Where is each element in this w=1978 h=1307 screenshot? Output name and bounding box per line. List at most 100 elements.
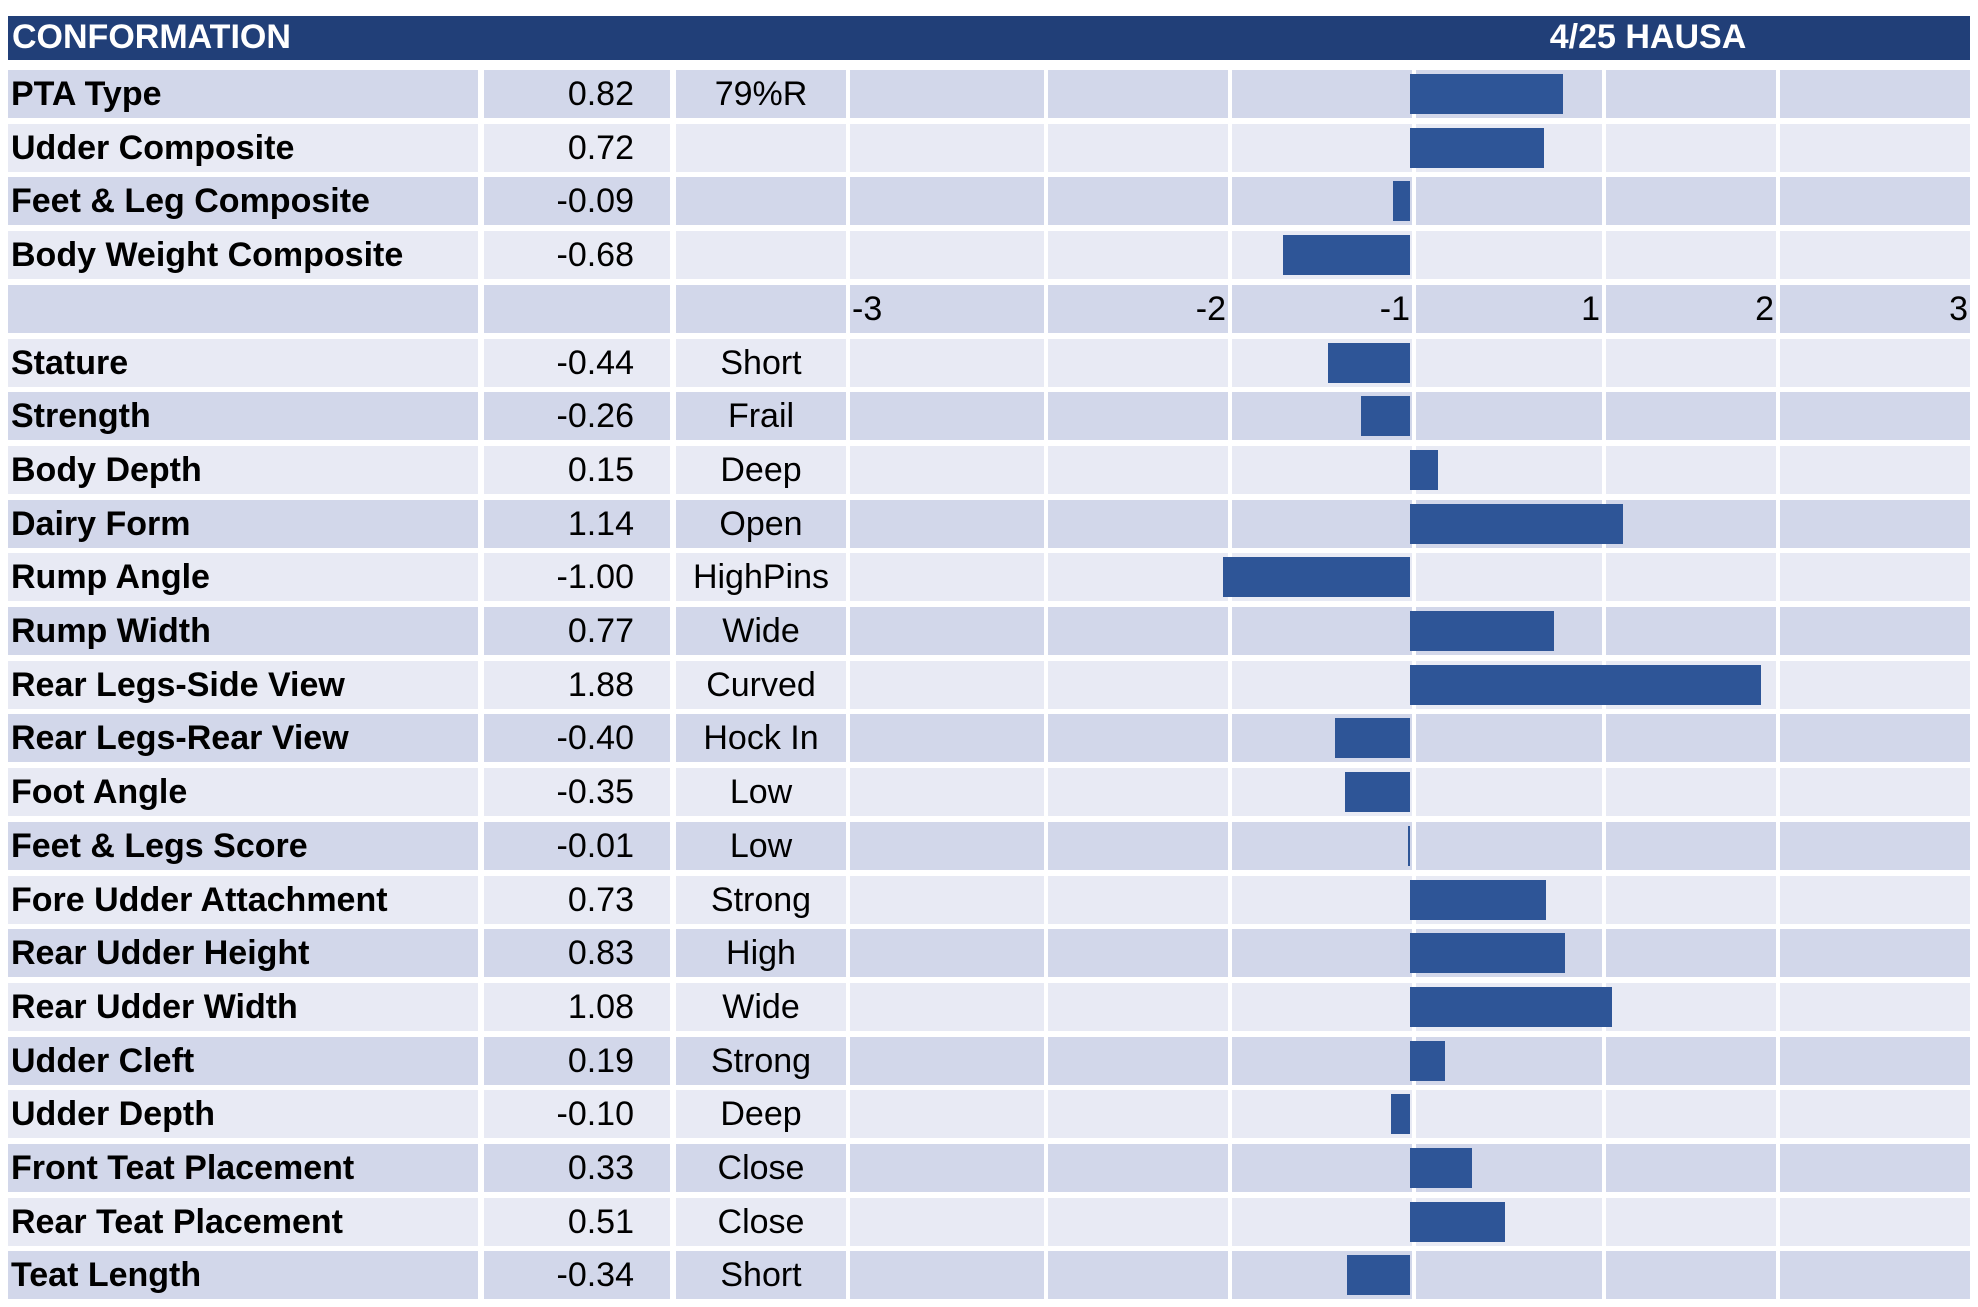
trait-label: [676, 231, 846, 279]
chart-grid-cell: [1232, 124, 1412, 172]
chart-grid-cell: [1232, 500, 1412, 548]
trait-bar: [1391, 1094, 1410, 1134]
chart-grid-cell: [850, 124, 1044, 172]
chart-grid-cell: [1416, 553, 1602, 601]
chart-grid-cell: [1780, 392, 1970, 440]
trait-name: PTA Type: [8, 70, 478, 118]
trait-name: Body Depth: [8, 446, 478, 494]
axis-tick-label: -1: [1232, 285, 1412, 333]
chart-grid-cell: [1048, 124, 1228, 172]
axis-tick-label: 2: [1606, 285, 1776, 333]
chart-grid-cell: [1780, 446, 1970, 494]
chart-grid-cell: [1048, 500, 1228, 548]
trait-value: 0.83: [484, 929, 670, 977]
chart-grid-cell: [1780, 70, 1970, 118]
trait-bar: [1410, 880, 1547, 920]
chart-grid-cell: [850, 1198, 1044, 1246]
chart-grid-cell: [1048, 553, 1228, 601]
trait-bar: [1283, 235, 1410, 275]
chart-grid-cell: [1048, 177, 1228, 225]
trait-bar: [1410, 665, 1761, 705]
chart-grid-cell: [1780, 124, 1970, 172]
trait-label: Deep: [676, 446, 846, 494]
chart-grid-cell: [1048, 822, 1228, 870]
trait-name: Rump Angle: [8, 553, 478, 601]
trait-value: -0.01: [484, 822, 670, 870]
chart-grid-cell: [850, 231, 1044, 279]
chart-grid-cell: [850, 983, 1044, 1031]
chart-grid-cell: [850, 822, 1044, 870]
chart-grid-cell: [1606, 983, 1776, 1031]
chart-grid-cell: [1048, 70, 1228, 118]
chart-grid-cell: [1416, 392, 1602, 440]
trait-label: Wide: [676, 607, 846, 655]
chart-grid-cell: [1606, 607, 1776, 655]
trait-name: Teat Length: [8, 1251, 478, 1299]
header-bar: CONFORMATION 4/25 HAUSA: [8, 16, 1970, 60]
chart-grid-cell: [1780, 231, 1970, 279]
trait-bar: [1408, 826, 1411, 866]
chart-grid-cell: [850, 446, 1044, 494]
chart-grid-cell: [1780, 876, 1970, 924]
chart-grid-cell: [1232, 177, 1412, 225]
chart-grid-cell: [1606, 1037, 1776, 1085]
chart-grid-cell: [1416, 1037, 1602, 1085]
trait-value: -0.35: [484, 768, 670, 816]
chart-grid-cell: [1048, 231, 1228, 279]
evaluation-date: 4/25 HAUSA: [1549, 18, 1747, 56]
table-title: CONFORMATION: [12, 18, 291, 56]
chart-grid-cell: [1232, 1144, 1412, 1192]
chart-grid-cell: [1780, 1144, 1970, 1192]
axis-row-spacer: [676, 285, 846, 333]
chart-grid-cell: [1606, 768, 1776, 816]
chart-grid-cell: [1780, 500, 1970, 548]
trait-label: Wide: [676, 983, 846, 1031]
chart-grid-cell: [1232, 1037, 1412, 1085]
chart-grid-cell: [850, 339, 1044, 387]
trait-bar: [1410, 128, 1545, 168]
chart-grid-cell: [1606, 231, 1776, 279]
chart-grid-cell: [1606, 339, 1776, 387]
chart-grid-cell: [850, 1090, 1044, 1138]
chart-grid-cell: [850, 70, 1044, 118]
trait-label: Short: [676, 339, 846, 387]
chart-grid-cell: [1232, 1090, 1412, 1138]
trait-value: -0.44: [484, 339, 670, 387]
trait-value: -0.10: [484, 1090, 670, 1138]
chart-grid-cell: [850, 929, 1044, 977]
trait-label: Curved: [676, 661, 846, 709]
trait-bar: [1327, 343, 1410, 383]
trait-name: Body Weight Composite: [8, 231, 478, 279]
chart-grid-cell: [1606, 1144, 1776, 1192]
chart-grid-cell: [1606, 177, 1776, 225]
chart-grid-cell: [850, 768, 1044, 816]
chart-grid-cell: [1780, 1037, 1970, 1085]
trait-label: Close: [676, 1144, 846, 1192]
chart-grid-cell: [1416, 714, 1602, 762]
trait-label: Low: [676, 822, 846, 870]
chart-grid-cell: [1780, 177, 1970, 225]
axis-row-spacer: [8, 285, 478, 333]
chart-grid-cell: [1780, 607, 1970, 655]
trait-name: Rear Udder Height: [8, 929, 478, 977]
chart-grid-cell: [1416, 822, 1602, 870]
trait-name: Fore Udder Attachment: [8, 876, 478, 924]
trait-label: 79%R: [676, 70, 846, 118]
chart-grid-cell: [850, 661, 1044, 709]
trait-name: Feet & Leg Composite: [8, 177, 478, 225]
chart-grid-cell: [1416, 446, 1602, 494]
trait-label: HighPins: [676, 553, 846, 601]
chart-grid-cell: [1780, 1251, 1970, 1299]
axis-tick-label: -3: [850, 285, 1044, 333]
chart-grid-cell: [1780, 1090, 1970, 1138]
chart-grid-cell: [1048, 929, 1228, 977]
trait-value: 0.19: [484, 1037, 670, 1085]
chart-grid-cell: [1232, 929, 1412, 977]
chart-grid-cell: [1780, 553, 1970, 601]
chart-grid-cell: [1780, 983, 1970, 1031]
trait-bar: [1393, 181, 1410, 221]
chart-grid-cell: [1780, 714, 1970, 762]
trait-name: Udder Composite: [8, 124, 478, 172]
trait-bar: [1410, 1202, 1506, 1242]
chart-grid-cell: [850, 177, 1044, 225]
